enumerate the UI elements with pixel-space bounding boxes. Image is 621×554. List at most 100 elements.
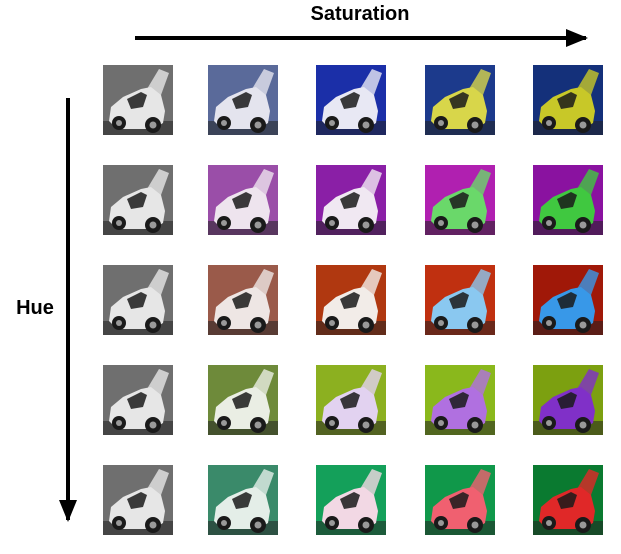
hubcap [149, 421, 157, 429]
car-window [127, 392, 147, 409]
hubcap [116, 220, 122, 226]
hubcap [546, 120, 552, 126]
image-tile [425, 465, 495, 535]
hubcap [329, 520, 335, 526]
hubcap [149, 121, 157, 129]
car-window [557, 392, 577, 409]
hubcap [438, 520, 444, 526]
hubcap [329, 120, 335, 126]
hubcap [546, 520, 552, 526]
image-tile [425, 365, 495, 435]
hubcap [579, 121, 587, 129]
image-tile [208, 365, 278, 435]
hubcap [329, 220, 335, 226]
hubcap [221, 120, 227, 126]
y-axis-label: Hue [16, 297, 54, 319]
image-tile [208, 65, 278, 135]
car-window [232, 292, 252, 309]
hubcap [362, 521, 370, 529]
hubcap [471, 121, 479, 129]
car-window [557, 292, 577, 309]
hubcap [221, 320, 227, 326]
image-tile [533, 165, 603, 235]
image-tile [425, 65, 495, 135]
hubcap [471, 521, 479, 529]
hubcap [116, 120, 122, 126]
image-tile [208, 165, 278, 235]
hubcap [254, 421, 262, 429]
car-window [127, 92, 147, 109]
hubcap [471, 421, 479, 429]
hubcap [149, 321, 157, 329]
car-window [340, 92, 360, 109]
image-tile [425, 165, 495, 235]
hubcap [471, 221, 479, 229]
image-tile [316, 65, 386, 135]
image-tile [316, 265, 386, 335]
car-window [449, 492, 469, 509]
car-window [232, 492, 252, 509]
car-window [449, 92, 469, 109]
hubcap [221, 420, 227, 426]
hubcap [221, 520, 227, 526]
image-tile [103, 265, 173, 335]
hubcap [254, 221, 262, 229]
image-tile [103, 65, 173, 135]
hubcap [254, 121, 262, 129]
car-window [340, 492, 360, 509]
hubcap [362, 321, 370, 329]
hubcap [221, 220, 227, 226]
hubcap [329, 320, 335, 326]
hubcap [362, 421, 370, 429]
hubcap [149, 521, 157, 529]
car-window [232, 192, 252, 209]
car-window [340, 392, 360, 409]
image-tile [103, 365, 173, 435]
hubcap [546, 420, 552, 426]
image-tile [208, 465, 278, 535]
car-window [449, 192, 469, 209]
image-tile [103, 465, 173, 535]
hubcap [362, 221, 370, 229]
car-window [557, 92, 577, 109]
image-tile [533, 365, 603, 435]
image-tile [533, 65, 603, 135]
hubcap [579, 321, 587, 329]
hubcap [116, 420, 122, 426]
hubcap [362, 121, 370, 129]
hubcap [116, 320, 122, 326]
hubcap [254, 321, 262, 329]
car-window [127, 492, 147, 509]
car-window [340, 292, 360, 309]
hubcap [546, 220, 552, 226]
image-tile [316, 465, 386, 535]
car-window [232, 392, 252, 409]
x-axis-label: Saturation [311, 3, 410, 25]
hubcap [438, 320, 444, 326]
car-window [449, 392, 469, 409]
hubcap [438, 220, 444, 226]
hubcap [116, 520, 122, 526]
image-tile [208, 265, 278, 335]
car-window [449, 292, 469, 309]
hubcap [546, 320, 552, 326]
hubcap [579, 421, 587, 429]
car-window [127, 292, 147, 309]
image-tile [103, 165, 173, 235]
hubcap [579, 521, 587, 529]
image-tile [316, 365, 386, 435]
car-window [127, 192, 147, 209]
car-window [557, 192, 577, 209]
hubcap [438, 420, 444, 426]
image-tile [533, 465, 603, 535]
car-window [232, 92, 252, 109]
image-tile [533, 265, 603, 335]
car-window [340, 192, 360, 209]
image-grid [103, 65, 603, 535]
image-tile [425, 265, 495, 335]
hubcap [329, 420, 335, 426]
car-window [557, 492, 577, 509]
hubcap [254, 521, 262, 529]
image-tile [316, 165, 386, 235]
